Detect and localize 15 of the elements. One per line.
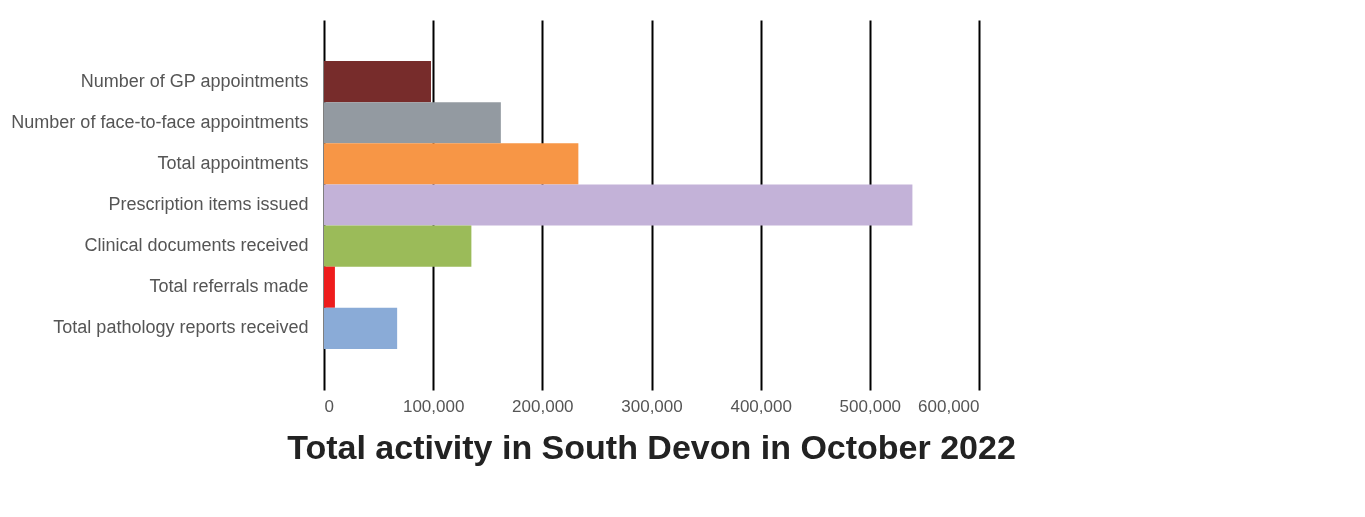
y-tick-label: Clinical documents received [84,235,309,256]
y-tick-label: Prescription items issued [108,194,309,214]
x-tick-label: 300,000 [621,396,683,416]
x-tick-label: 500,000 [839,396,902,416]
text: Total activity in South Devon in October 2022 [287,428,1016,466]
x-tick-label: 100,000 [402,396,465,416]
x-tick-label: 200,000 [512,396,574,416]
x-tick-label: 600,000 [918,396,980,416]
y-tick-label: Total pathology reports received [53,317,309,338]
x-tick-label: 400,000 [730,396,792,416]
y-tick-label: Number of face-to-face appointments [11,111,309,132]
x-tick-label: 0 [324,396,334,416]
y-tick-label: Number of GP appointments [80,70,309,91]
y-tick-label: Total referrals made [149,276,309,297]
y-tick-label: Total appointments [157,152,309,173]
